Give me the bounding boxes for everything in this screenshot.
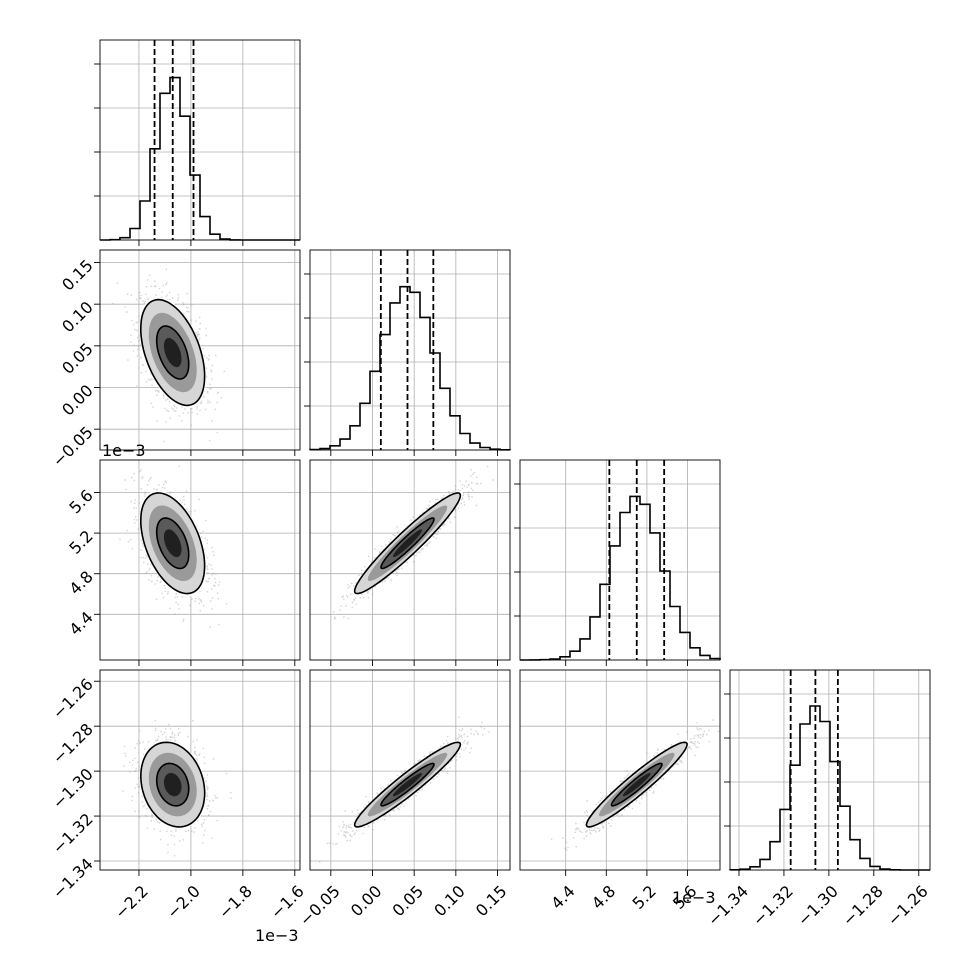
histogram-step <box>729 705 930 871</box>
x-tick-label: 4.8 <box>588 882 619 913</box>
y-tick-label: 0.00 <box>58 381 97 420</box>
density-core <box>392 772 423 797</box>
y-tick-label: 0.10 <box>58 298 97 337</box>
y-tick-label: −1.30 <box>49 764 97 812</box>
x-offset-text: 1e−3 <box>672 888 716 907</box>
y-tick-label: 0.15 <box>58 256 97 295</box>
panel-3-0 <box>99 669 301 871</box>
x-tick-label: −1.28 <box>839 882 887 930</box>
histogram-step <box>309 285 511 451</box>
panel-frame <box>729 669 931 871</box>
panel-3-2 <box>519 669 721 871</box>
x-tick-label: 5.2 <box>628 882 659 913</box>
histogram-1 <box>304 249 511 451</box>
y-tick-label: −1.34 <box>49 854 97 902</box>
x-tick-label: −2.0 <box>163 882 204 923</box>
panel-frame <box>309 459 511 661</box>
x-tick-label: 4.4 <box>547 882 578 913</box>
y-tick-label: 5.6 <box>65 486 96 517</box>
x-offset-text: 1e−3 <box>255 926 299 945</box>
histogram-step <box>520 495 721 661</box>
panel-frame <box>99 249 301 451</box>
panel-frame <box>519 669 721 871</box>
panel-3-1 <box>309 669 511 871</box>
x-tick-label: −0.05 <box>296 882 344 930</box>
panel-frame <box>309 669 511 871</box>
y-tick-label: −1.32 <box>49 809 97 857</box>
y-tick-label: 4.4 <box>65 608 96 639</box>
density-core <box>392 529 423 558</box>
x-tick-label: −1.26 <box>884 882 932 930</box>
y-tick-label: 4.8 <box>65 567 96 598</box>
panel-2-1 <box>309 459 511 661</box>
density-core <box>163 772 182 797</box>
x-tick-label: −1.30 <box>794 882 842 930</box>
y-tick-label: −0.05 <box>49 423 97 471</box>
x-tick-label: 0.15 <box>472 882 511 921</box>
x-tick-label: 0.05 <box>389 882 428 921</box>
y-tick-label: −1.28 <box>49 720 97 768</box>
density-core <box>163 529 182 558</box>
panel-frame <box>99 39 301 241</box>
panel-frame <box>519 459 721 661</box>
panel-frame <box>99 459 301 661</box>
y-tick-label: −1.26 <box>49 675 97 723</box>
x-tick-label: −2.2 <box>111 882 152 923</box>
y-tick-label: 5.2 <box>65 526 96 557</box>
panel-1-0 <box>99 249 301 451</box>
density-core <box>622 772 651 797</box>
x-tick-label: 0.00 <box>347 882 386 921</box>
panel-frame <box>309 249 511 451</box>
density-core <box>163 337 182 368</box>
histogram-step <box>100 76 300 241</box>
histogram-3 <box>724 669 931 871</box>
y-tick-label: 0.05 <box>58 339 97 378</box>
histogram-2 <box>514 459 721 661</box>
x-tick-label: 0.10 <box>430 882 469 921</box>
y-offset-text: 1e−3 <box>102 441 146 460</box>
histogram-0 <box>94 39 301 241</box>
x-tick-label: −1.8 <box>215 882 256 923</box>
panel-2-0 <box>99 459 301 661</box>
panel-frame <box>99 669 301 871</box>
x-tick-label: −1.32 <box>749 882 797 930</box>
